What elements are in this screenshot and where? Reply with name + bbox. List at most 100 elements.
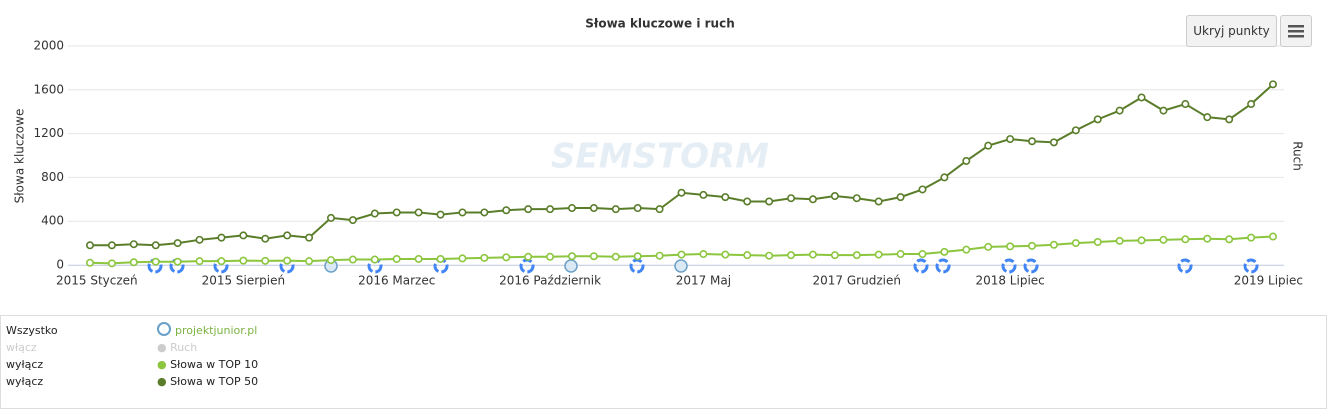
hide-points-button[interactable]: Ukryj punkty [1186,15,1277,47]
data-point [962,156,971,165]
domain-icon [157,322,171,336]
data-point [283,256,292,265]
x-tick-label: 2017 Grudzień [813,274,901,288]
data-point [261,234,270,243]
data-point [326,213,335,222]
data-point [326,256,335,265]
y2-axis-title: Ruch [1291,141,1305,171]
google-event-icon [1001,258,1017,274]
data-point [1006,135,1015,144]
legend-label: Ruch [170,341,198,354]
data-point [699,250,708,259]
data-point [677,250,686,259]
chart: Słowa kluczowe i ruch SEMSTORM Słowa klu… [13,17,1305,288]
data-point [173,257,182,266]
data-point [611,205,620,214]
y-tick-label: 1600 [33,82,64,96]
data-point [852,251,861,260]
data-point [1093,238,1102,247]
data-point [830,251,839,260]
data-point [852,194,861,203]
legend-item[interactable]: ● Słowa w TOP 10 [157,358,258,371]
data-point [480,253,489,262]
data-point [655,251,664,260]
all-toggle[interactable]: Wszystko [6,324,58,337]
legend-item[interactable]: ● Ruch [157,341,198,354]
data-point [984,141,993,150]
series-toggle[interactable]: wyłącz [6,375,44,388]
data-point [1028,137,1037,146]
data-point [984,242,993,251]
data-point [129,240,138,249]
data-point [1049,240,1058,249]
menu-button[interactable] [1280,15,1312,47]
data-point [217,257,226,266]
data-point [86,241,95,250]
y-tick-label: 800 [41,170,64,184]
data-point [1247,100,1256,109]
data-point [392,208,401,217]
data-point [129,258,138,267]
data-point [940,247,949,256]
data-point [195,235,204,244]
data-point [107,259,116,268]
data-point [480,208,489,217]
data-point [721,250,730,259]
menu-icon [1288,25,1304,38]
legend-label: Słowa w TOP 10 [170,358,259,371]
data-point [699,190,708,199]
series-toggle[interactable]: włącz [6,341,37,354]
data-point [107,241,116,250]
data-point [524,252,533,261]
data-point [589,204,598,213]
data-point [787,194,796,203]
legend-item[interactable]: ● Słowa w TOP 50 [157,375,258,388]
data-point [1115,236,1124,245]
x-tick-label: 2016 Marzec [358,274,435,288]
x-tick-label: 2019 Lipiec [1234,274,1303,288]
data-point [392,254,401,263]
data-point [283,231,292,240]
data-point [1159,106,1168,115]
data-point [502,206,511,215]
data-point [677,188,686,197]
data-point [1071,239,1080,248]
data-point [261,256,270,265]
data-point [414,254,423,263]
data-point [589,252,598,261]
data-point [370,209,379,218]
data-point [86,258,95,267]
data-point [1269,80,1278,89]
data-point [940,173,949,182]
data-point [348,216,357,225]
domain-label[interactable]: projektjunior.pl [175,324,258,337]
data-point [787,251,796,260]
google-event-icon [1177,258,1193,274]
data-point [151,257,160,266]
data-point [567,252,576,261]
data-point [1181,100,1190,109]
data-point [918,185,927,194]
y-tick-label: 1200 [33,126,64,140]
data-point [414,208,423,217]
legend-label: Słowa w TOP 50 [170,375,259,388]
data-point [239,256,248,265]
x-tick-label: 2016 Październik [499,274,601,288]
data-point [611,252,620,261]
google-event-icon [913,258,929,274]
y-axis-title: Słowa kluczowe [13,109,27,204]
data-point [808,250,817,259]
data-point [1071,126,1080,135]
series-toggle[interactable]: wyłącz [6,358,44,371]
legend-swatch: ● [157,358,167,371]
data-point [874,197,883,206]
data-point [765,197,774,206]
data-point [1203,234,1212,243]
data-point [1203,113,1212,122]
data-point [1115,106,1124,115]
data-point [524,205,533,214]
x-tick-label: 2017 Maj [676,274,731,288]
data-point [830,192,839,201]
data-point [239,231,248,240]
